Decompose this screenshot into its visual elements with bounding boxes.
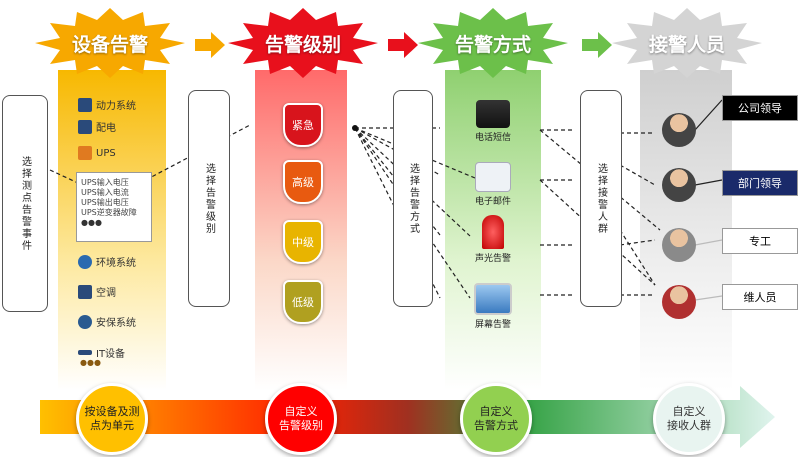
email-icon [475, 162, 511, 192]
stage-device-alarm: 设备告警 [35, 8, 185, 78]
ups-event-popup: UPS输入电压 UPS输入电流 UPS输出电压 UPS逆变器故障 ●●● [76, 172, 152, 242]
security-icon [78, 314, 92, 329]
person-icon [662, 168, 696, 202]
ups-icon [78, 146, 92, 160]
receiver-company-leader[interactable]: 公司领导 [722, 95, 798, 121]
device-ups[interactable]: UPS [78, 146, 116, 160]
device-environment[interactable]: 环境系统 [78, 254, 136, 269]
server-icon [78, 350, 92, 355]
device-power[interactable]: 动力系统 [78, 97, 136, 112]
receiver-maintenance[interactable]: 维人员 [722, 284, 798, 310]
monitor-icon [474, 283, 512, 315]
method-phone-sms[interactable]: 电话短信 [458, 100, 528, 143]
fan-icon [78, 254, 92, 269]
arrow-right-icon [582, 32, 612, 58]
arrow-right-icon [388, 32, 418, 58]
level-high[interactable]: 高级 [283, 160, 323, 204]
more-devices: ●●● [80, 358, 101, 367]
receiver-dept-leader[interactable]: 部门领导 [722, 170, 798, 196]
power-system-icon [78, 97, 92, 112]
receiver-specialist[interactable]: 专工 [722, 228, 798, 254]
flow-step-receivers: 自定义 接收人群 [653, 383, 725, 455]
stage-alarm-level: 告警级别 [228, 8, 378, 78]
flow-arrow [40, 386, 775, 448]
device-distribution[interactable]: 配电 [78, 119, 116, 134]
aircon-icon [78, 284, 92, 299]
stage-receivers: 接警人员 [612, 8, 762, 78]
worker-icon [662, 285, 696, 319]
level-medium[interactable]: 中级 [283, 220, 323, 264]
device-aircon[interactable]: 空调 [78, 284, 116, 299]
flow-step-method: 自定义 告警方式 [460, 383, 532, 455]
person-icon [662, 113, 696, 147]
device-it[interactable]: IT设备 [78, 345, 125, 360]
method-screen[interactable]: 屏幕告警 [458, 283, 528, 330]
select-level-box: 选择告警级别 [188, 90, 230, 307]
flow-step-level: 自定义 告警级别 [265, 383, 337, 455]
select-event-box: 选择测点告警事件 [2, 95, 48, 312]
flow-step-device: 按设备及测 点为单元 [76, 383, 148, 455]
level-urgent[interactable]: 紧急 [283, 103, 323, 147]
phone-icon [476, 100, 510, 128]
alarm-light-icon [482, 215, 504, 249]
group-icon [662, 228, 696, 262]
level-low[interactable]: 低级 [283, 280, 323, 324]
device-security[interactable]: 安保系统 [78, 314, 136, 329]
select-method-box: 选择告警方式 [393, 90, 433, 307]
method-sound-light[interactable]: 声光告警 [458, 215, 528, 264]
stage-alarm-method: 告警方式 [418, 8, 568, 78]
method-email[interactable]: 电子邮件 [458, 162, 528, 207]
arrow-right-icon [195, 32, 225, 58]
distribution-icon [78, 119, 92, 134]
select-receiver-box: 选择接警人群 [580, 90, 622, 307]
